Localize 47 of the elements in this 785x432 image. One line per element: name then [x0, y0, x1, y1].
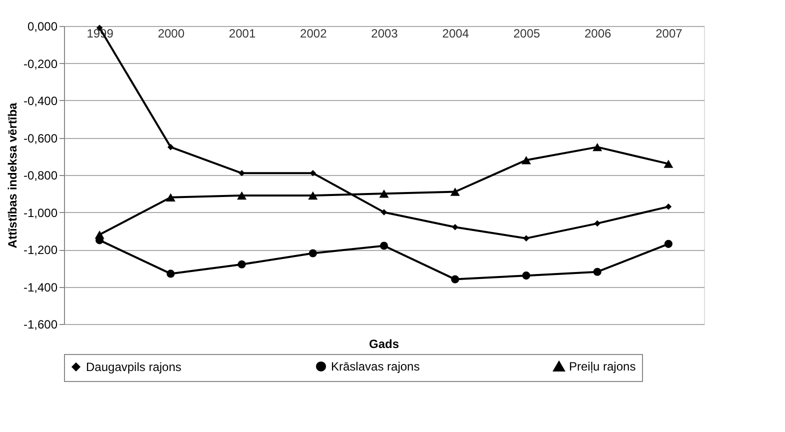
point: [594, 220, 600, 227]
x-tick-label: 2005: [513, 26, 540, 40]
point: [310, 170, 316, 176]
point: [664, 160, 674, 168]
x-tick-label: 2006: [584, 26, 612, 40]
point: [166, 193, 176, 202]
point: [168, 144, 174, 150]
y-tick-label: -0,800: [23, 168, 58, 182]
y-tick-label: -1,000: [23, 206, 58, 220]
y-tick-label: -1,400: [23, 280, 58, 294]
point: [308, 191, 318, 200]
point: [522, 272, 530, 280]
point: [592, 142, 602, 152]
point: [94, 230, 104, 239]
point: [380, 209, 388, 216]
y-tick-label: -0,600: [23, 131, 58, 146]
x-tick-label: 2007: [656, 26, 683, 40]
point: [166, 270, 175, 278]
legend-label: Daugavpils rajons: [86, 360, 182, 374]
y-tick-label: -0,400: [23, 94, 58, 108]
point: [523, 235, 530, 242]
x-tick-label: 2004: [442, 26, 470, 40]
point: [237, 191, 247, 200]
point: [238, 260, 246, 268]
y-tick-label: -1,200: [23, 243, 58, 257]
point: [238, 170, 245, 176]
point: [379, 190, 389, 198]
point: [308, 249, 317, 258]
x-tick-label: 2001: [228, 26, 256, 40]
point: [452, 224, 458, 230]
point: [665, 204, 672, 210]
point: [380, 242, 388, 250]
x-tick-label: 2003: [371, 26, 398, 40]
legend-label: Krāslavas rajons: [331, 359, 420, 374]
point: [593, 268, 602, 276]
x-axis-title: Gads: [368, 337, 400, 351]
y-tick-label: 0,000: [27, 20, 58, 34]
point: [521, 156, 531, 164]
y-tick-label: -0,200: [23, 56, 58, 71]
point: [450, 188, 460, 196]
y-axis-title: Attīstības indeksa vērtība: [5, 102, 20, 248]
point: [664, 240, 672, 248]
point: [451, 275, 460, 284]
x-tick-label: 2002: [300, 26, 328, 40]
y-tick-label: -1,600: [23, 318, 58, 332]
legend-label: Preiļu rajons: [569, 359, 636, 374]
x-tick-label: 2000: [158, 26, 185, 40]
